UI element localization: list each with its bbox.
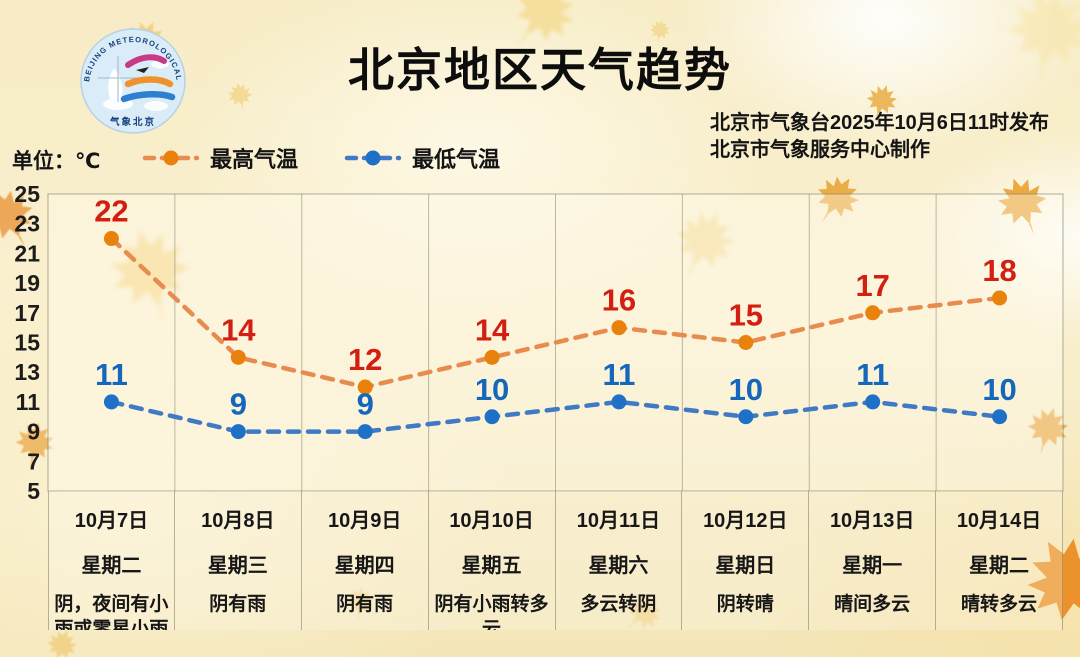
y-axis-tick-label: 23 <box>14 211 40 237</box>
data-point-label: 10 <box>729 372 763 407</box>
beijing-meteorological-logo: BEIJING METEOROLOGICAL SERVICE 气象北京 <box>75 19 188 136</box>
day-date: 10月11日 <box>576 510 661 532</box>
data-point <box>738 335 754 350</box>
data-point-label: 11 <box>95 357 128 392</box>
low-temp-line-icon <box>344 150 402 166</box>
data-point <box>484 349 500 365</box>
day-date: 10月12日 <box>703 510 788 532</box>
day-column: 10月13日 星期一晴间多云 <box>809 491 937 630</box>
legend-label-high-temp: 最高气温 <box>210 147 299 172</box>
day-date: 10月10日 <box>449 510 534 532</box>
y-axis-tick-label: 13 <box>14 359 40 385</box>
data-point <box>865 394 881 410</box>
data-point <box>865 305 881 321</box>
data-point-label: 9 <box>230 387 247 422</box>
legend-label-low-temp: 最低气温 <box>412 147 501 172</box>
day-weather: 晴转多云 <box>961 594 1038 615</box>
day-column: 10月11日 星期六多云转阴 <box>556 491 683 630</box>
logo-bottom-text: 气象北京 <box>109 116 156 128</box>
day-week: 星期五 <box>461 555 522 577</box>
data-point <box>357 379 373 395</box>
data-point-label: 10 <box>982 372 1016 407</box>
logo-ribbon-blue <box>120 91 176 103</box>
page-title: 北京地区天气趋势 <box>348 44 732 96</box>
data-point <box>103 231 119 247</box>
data-point <box>103 394 119 410</box>
y-axis-tick-label: 19 <box>14 270 40 296</box>
data-point-label: 11 <box>603 357 636 392</box>
logo-ribbon-orange <box>124 76 174 88</box>
data-point <box>484 409 500 425</box>
high-temp-line-icon <box>142 150 200 166</box>
day-weather: 阴有雨 <box>209 594 267 615</box>
data-point <box>357 424 373 440</box>
data-point-label: 14 <box>475 312 510 347</box>
unit-label: 单位：℃ <box>12 150 101 173</box>
series-line-low <box>109 399 1002 434</box>
y-axis-tick-label: 21 <box>14 240 40 266</box>
day-week: 星期三 <box>207 555 268 577</box>
data-point <box>230 349 246 365</box>
y-axis-tick-label: 11 <box>16 389 41 415</box>
day-week: 星期二 <box>81 555 142 577</box>
data-point <box>738 409 754 425</box>
series-line-high <box>109 236 1002 390</box>
data-point-label: 17 <box>855 268 889 303</box>
data-point <box>611 320 627 336</box>
day-date: 10月14日 <box>956 510 1042 532</box>
day-week: 星期二 <box>969 555 1030 577</box>
y-axis-tick-label: 25 <box>14 181 40 207</box>
data-point-label: 14 <box>221 312 256 347</box>
chart-legend: 最高气温 最低气温 <box>142 142 500 174</box>
issue-time-line: 北京市气象台2025年10月6日11时发布 <box>710 112 1050 134</box>
day-column: 10月12日 星期日阴转晴 <box>682 491 810 630</box>
y-axis-tick-label: 15 <box>14 330 40 356</box>
publisher-info: 北京市气象台2025年10月6日11时发布 北京市气象服务中心制作 <box>710 110 1049 164</box>
data-point-label: 12 <box>348 342 382 377</box>
y-axis-tick-label: 9 <box>27 419 40 445</box>
data-point <box>992 409 1008 425</box>
data-point-label: 9 <box>357 387 374 422</box>
day-column: 10月8日星期三阴有雨 <box>175 491 302 630</box>
data-point <box>611 394 627 410</box>
data-point <box>230 424 246 440</box>
data-point-label: 11 <box>856 357 889 392</box>
data-point <box>992 290 1008 306</box>
daily-forecast-table: 10月7日 星期二 阴，夜间有小雨或零星小雨 10月8日 星期三 阴有雨 10月9日 星期四阴… <box>48 491 1063 630</box>
day-weather: 阴有雨 <box>336 594 394 615</box>
y-axis-tick-label: 7 <box>27 448 40 474</box>
data-point-label: 10 <box>475 372 509 407</box>
y-axis-tick-label: 17 <box>14 300 40 326</box>
logo-balloon-icon <box>108 68 123 99</box>
day-week: 星期日 <box>715 555 776 577</box>
day-weather: 多云转阴 <box>580 594 657 615</box>
day-date: 10月8日 <box>201 510 275 532</box>
day-column: 10月14日 星期二晴转多云 <box>936 491 1063 630</box>
day-date: 10月9日 <box>328 510 402 532</box>
logo-ribbon-pink <box>125 54 167 68</box>
data-point-label: 15 <box>729 298 763 333</box>
day-week: 星期一 <box>842 555 903 577</box>
data-point-label: 22 <box>94 194 128 229</box>
data-point-label: 18 <box>982 253 1016 288</box>
y-axis-tick-label: 5 <box>27 478 40 504</box>
day-weather: 阴，夜间有小雨或零星小雨 <box>54 594 169 630</box>
day-week: 星期四 <box>334 555 395 577</box>
day-week: 星期六 <box>588 555 649 577</box>
legend-item-high-temp: 最高气温 <box>142 142 298 174</box>
day-weather: 晴间多云 <box>834 594 911 615</box>
day-weather: 阴转晴 <box>716 594 774 615</box>
day-column: 10月7日星期二阴，夜间有小雨或零星小雨 <box>48 491 175 630</box>
day-column: 10月10日 星期五阴有小雨转多云 <box>429 491 556 630</box>
data-point-label: 16 <box>602 283 636 318</box>
legend-item-low-temp: 最低气温 <box>344 142 500 174</box>
day-weather: 阴有小雨转多云 <box>434 594 549 630</box>
day-date: 10月7日 <box>74 510 149 532</box>
logo-arrow-icon <box>136 67 149 73</box>
day-date: 10月13日 <box>829 510 915 532</box>
producer-line: 北京市气象服务中心制作 <box>710 139 930 161</box>
day-column: 10月9日星期四阴有雨 <box>302 491 429 630</box>
